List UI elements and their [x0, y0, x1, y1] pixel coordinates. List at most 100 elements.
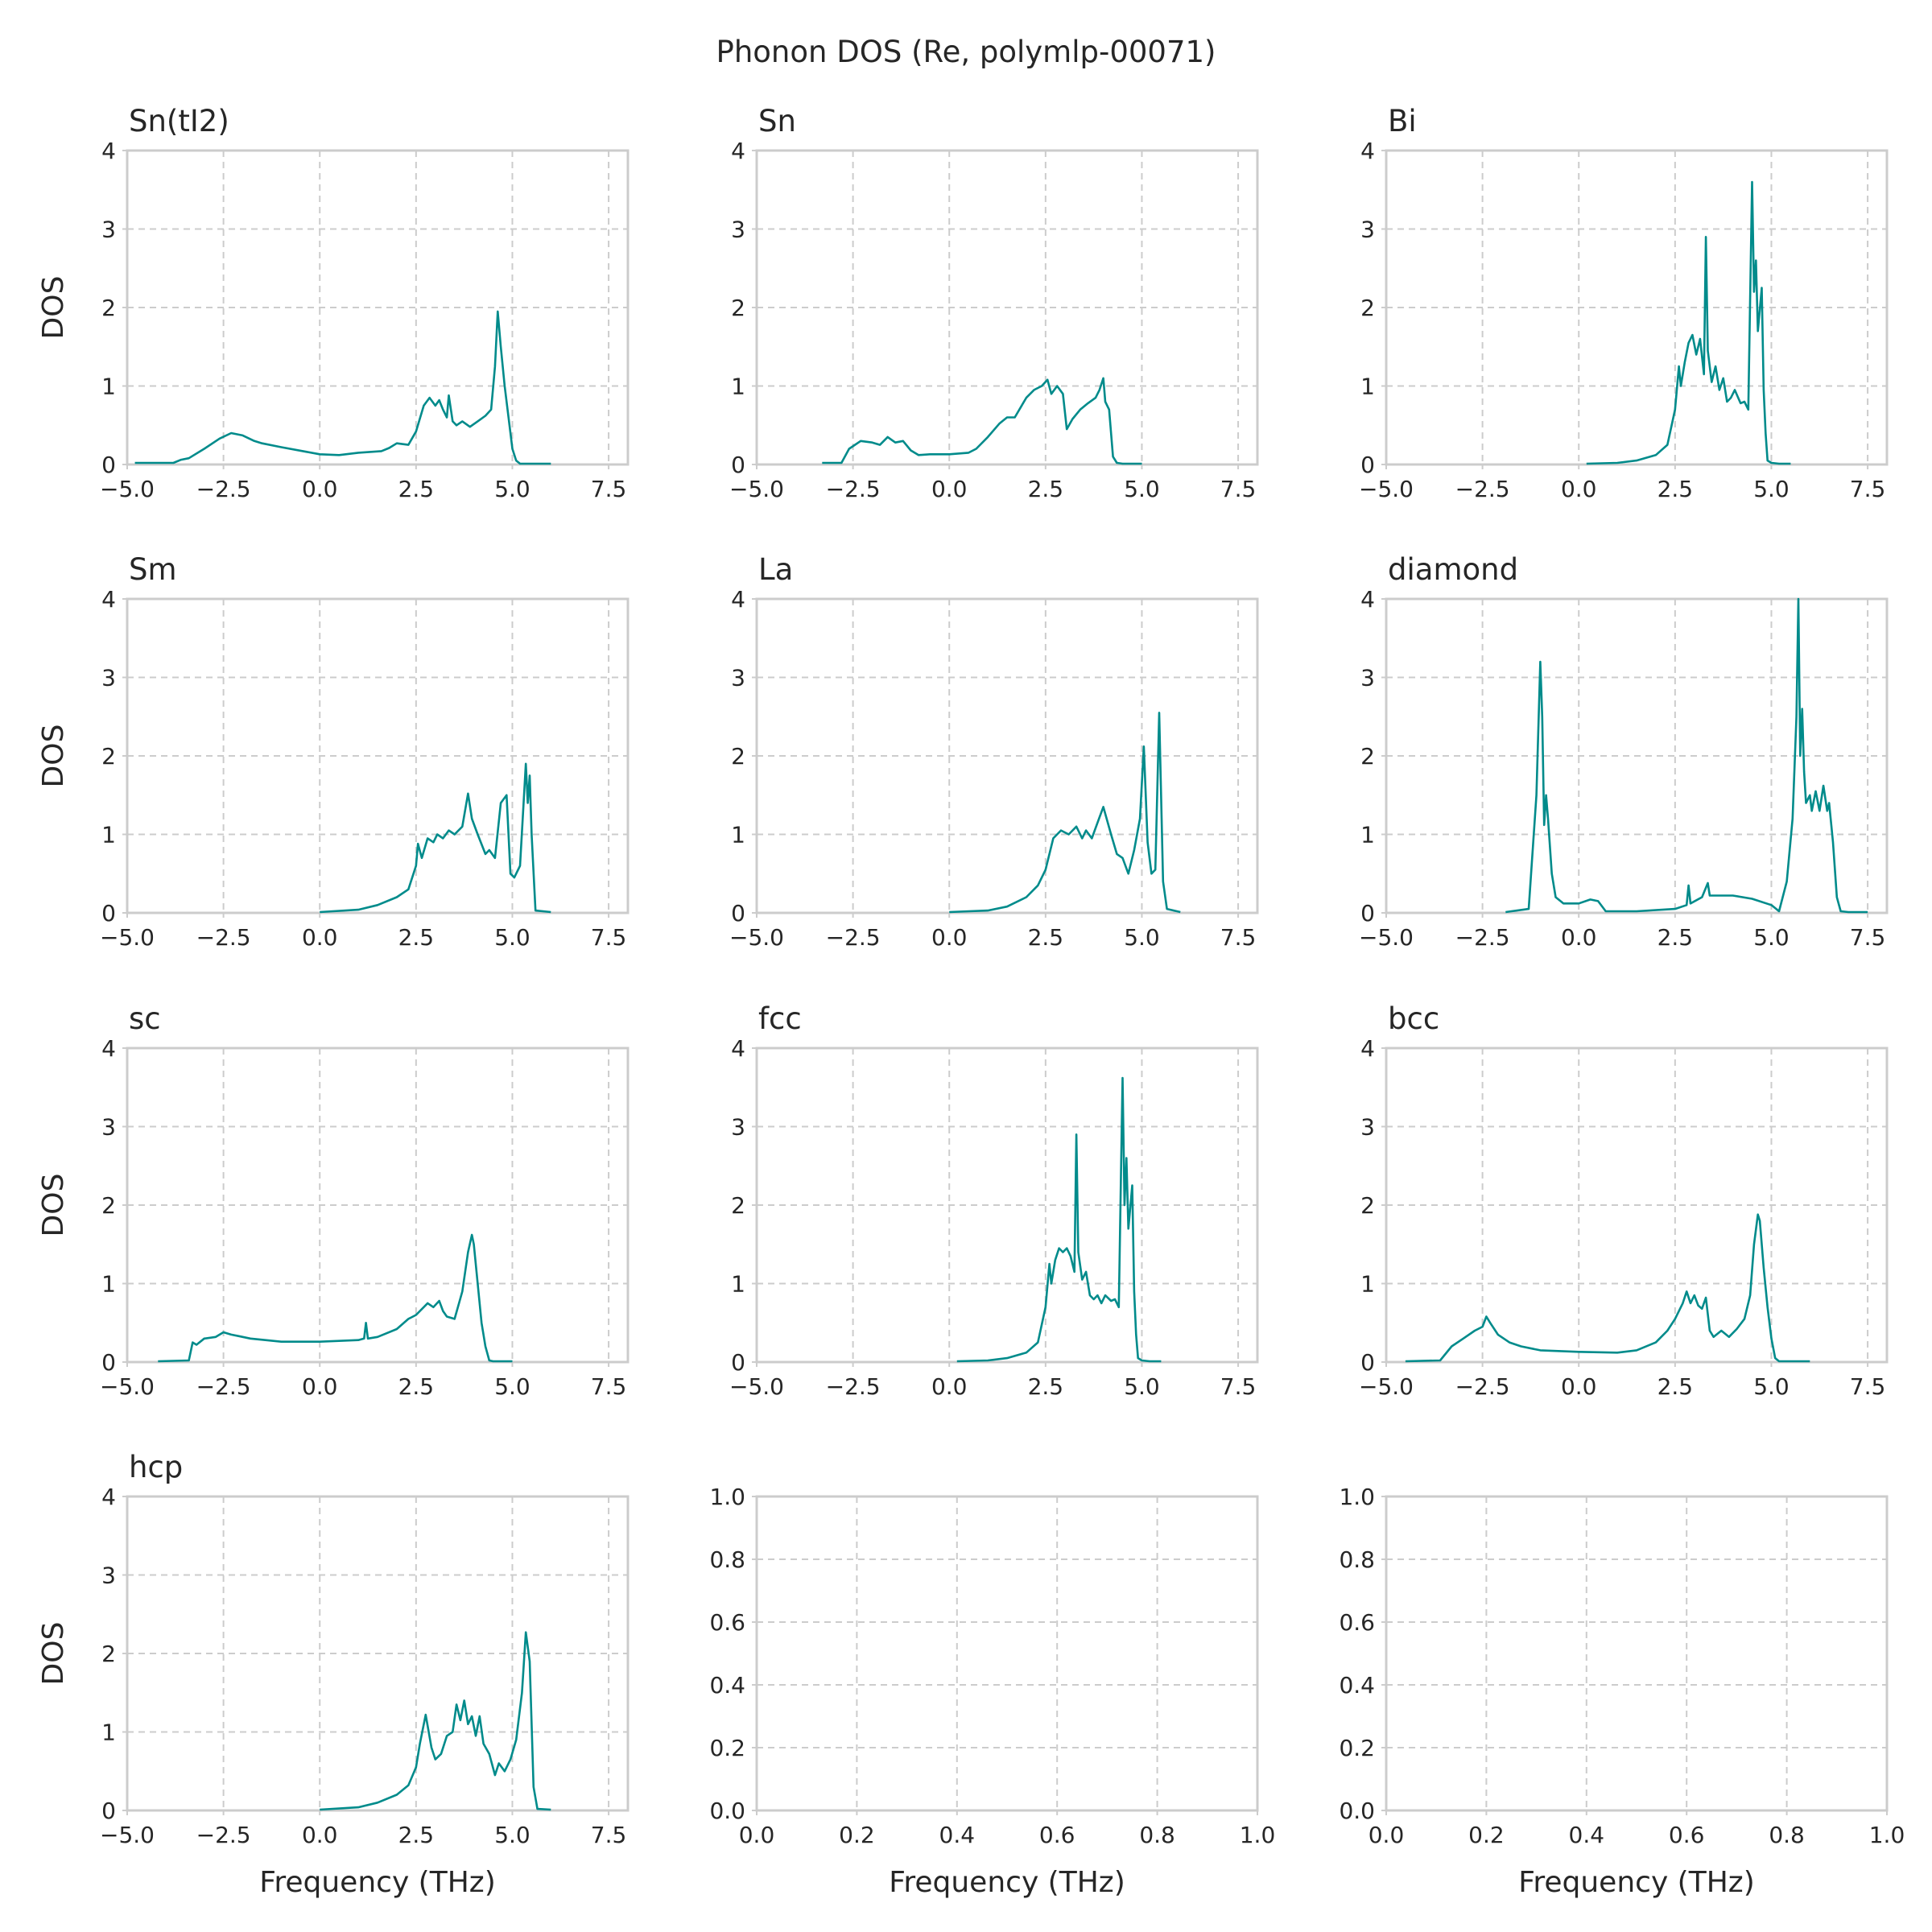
x-tick-label: 5.0 [1753, 476, 1790, 502]
y-tick-label: 4 [1360, 1035, 1375, 1062]
x-tick-label: 0.0 [931, 1373, 968, 1400]
y-axis-label: DOS [37, 1174, 70, 1237]
x-tick-label: 5.0 [1753, 1373, 1790, 1400]
dos-line [158, 1233, 513, 1363]
x-tick-label: 5.0 [494, 476, 530, 502]
x-tick-label: 5.0 [1124, 924, 1160, 951]
dos-line [1405, 1213, 1810, 1363]
x-tick-label: 0.4 [939, 1822, 976, 1848]
x-tick-label: 7.5 [1220, 1373, 1257, 1400]
axes-frame [755, 1046, 1259, 1364]
y-tick-label: 0 [101, 900, 116, 927]
y-tick-label: 0 [1360, 452, 1375, 478]
x-tick-label: −2.5 [196, 1373, 251, 1400]
axes-frame [126, 1495, 630, 1812]
axes-frame [1385, 1046, 1889, 1364]
x-tick-label: 2.5 [1028, 476, 1064, 502]
y-tick-label: 2 [731, 295, 745, 321]
y-tick-label: 4 [101, 1035, 116, 1062]
x-tick-label: −5.0 [100, 1373, 155, 1400]
y-tick-label: 0.4 [1339, 1672, 1375, 1699]
y-tick-label: 1.0 [709, 1484, 745, 1510]
x-tick-label: 0.0 [1561, 924, 1597, 951]
axes-frame [755, 149, 1259, 466]
panel-title: fcc [758, 1001, 802, 1036]
y-tick-label: 1 [731, 374, 745, 400]
x-tick-label: 0.8 [1139, 1822, 1175, 1848]
panel-title: diamond [1388, 552, 1518, 587]
x-tick-label: 0.0 [302, 1822, 338, 1848]
panel-grid: −5.0 −2.5 0.0 2.5 5.0 7.501234Sn(tI2)DOS−5.0−… [37, 104, 1905, 1899]
panel-diamond: −5.0 −2.5 0.0 2.5 5.0 7.5 0 1 2 3 4 diamond [1359, 552, 1889, 951]
y-tick-label: 0.4 [709, 1672, 745, 1699]
axes-frame [755, 1495, 1259, 1812]
dos-line [1586, 180, 1791, 465]
x-tick-label: 5.0 [494, 1373, 530, 1400]
y-tick-label: 0.2 [1339, 1735, 1375, 1761]
y-tick-label: 4 [731, 586, 745, 613]
x-tick-label: 2.5 [1028, 924, 1064, 951]
x-tick-label: −2.5 [826, 924, 881, 951]
x-tick-label: 7.5 [1220, 476, 1257, 502]
x-tick-label: 1.0 [1240, 1822, 1276, 1848]
x-tick-label: 1.0 [1869, 1822, 1905, 1848]
x-tick-label: −5.0 [1359, 1373, 1414, 1400]
y-tick-label: 2 [101, 1192, 116, 1219]
x-tick-label: 7.5 [1220, 924, 1257, 951]
panel-title: La [758, 552, 793, 587]
y-tick-label: 2 [1360, 743, 1375, 770]
x-tick-label: 2.5 [398, 924, 435, 951]
x-tick-label: −5.0 [100, 924, 155, 951]
x-tick-label: −2.5 [826, 476, 881, 502]
x-tick-label: −5.0 [729, 924, 784, 951]
y-tick-label: 2 [1360, 1192, 1375, 1219]
y-tick-label: 1 [731, 822, 745, 848]
y-tick-label: 3 [731, 1114, 745, 1141]
x-tick-label: −5.0 [100, 476, 155, 502]
x-tick-label: −2.5 [196, 476, 251, 502]
y-tick-label: 0 [1360, 900, 1375, 927]
x-tick-label: 0.0 [1561, 476, 1597, 502]
y-tick-label: 0.6 [709, 1609, 745, 1636]
y-tick-label: 4 [101, 586, 116, 613]
y-tick-label: 2 [101, 1641, 116, 1667]
x-tick-label: 2.5 [1657, 1373, 1694, 1400]
x-tick-label: 0.0 [739, 1822, 775, 1848]
x-tick-label: 0.0 [1561, 1373, 1597, 1400]
x-tick-label: 7.5 [1850, 1373, 1886, 1400]
y-tick-label: 3 [101, 665, 116, 691]
y-tick-label: 0.0 [709, 1798, 745, 1824]
x-tick-label: 0.0 [1368, 1822, 1405, 1848]
panel-empty-10: 0.0 0.2 0.4 0.6 0.8 1.0 0.0 0.2 0.4 0.6 0.8 1.0 Freq… [709, 1484, 1275, 1899]
panel-hcp: −5.0 −2.5 0.0 2.5 5.0 7.5 0 1 2 3 4 hcp DOS Frequency… [37, 1450, 630, 1899]
x-tick-label: 0.2 [839, 1822, 875, 1848]
y-tick-label: 4 [101, 1484, 116, 1510]
figure-title: Phonon DOS (Re, polymlp-00071) [716, 35, 1216, 69]
x-tick-label: −5.0 [729, 1373, 784, 1400]
x-tick-label: 2.5 [1028, 1373, 1064, 1400]
y-tick-label: 2 [731, 1192, 745, 1219]
y-tick-label: 1 [101, 1719, 116, 1746]
y-tick-label: 0 [101, 1798, 116, 1824]
dos-line [822, 377, 1142, 465]
panel-title: sc [129, 1001, 161, 1036]
dos-line [134, 310, 551, 465]
x-tick-label: −5.0 [1359, 924, 1414, 951]
dos-line [949, 712, 1181, 914]
y-tick-label: 1 [101, 1271, 116, 1298]
y-axis-label: DOS [37, 276, 70, 340]
y-tick-label: 1 [101, 822, 116, 848]
x-tick-label: 7.5 [591, 924, 627, 951]
y-tick-label: 4 [731, 138, 745, 164]
x-tick-label: 2.5 [1657, 476, 1694, 502]
y-tick-label: 0 [731, 1349, 745, 1376]
axes-frame [1385, 597, 1889, 914]
y-tick-label: 0.8 [1339, 1546, 1375, 1573]
x-tick-label: 0.0 [302, 476, 338, 502]
dos-line [320, 762, 551, 914]
y-tick-label: 3 [101, 1114, 116, 1141]
panel-title: bcc [1388, 1001, 1439, 1036]
y-tick-label: 0 [731, 900, 745, 927]
x-axis-label: Frequency (THz) [1518, 1866, 1754, 1899]
